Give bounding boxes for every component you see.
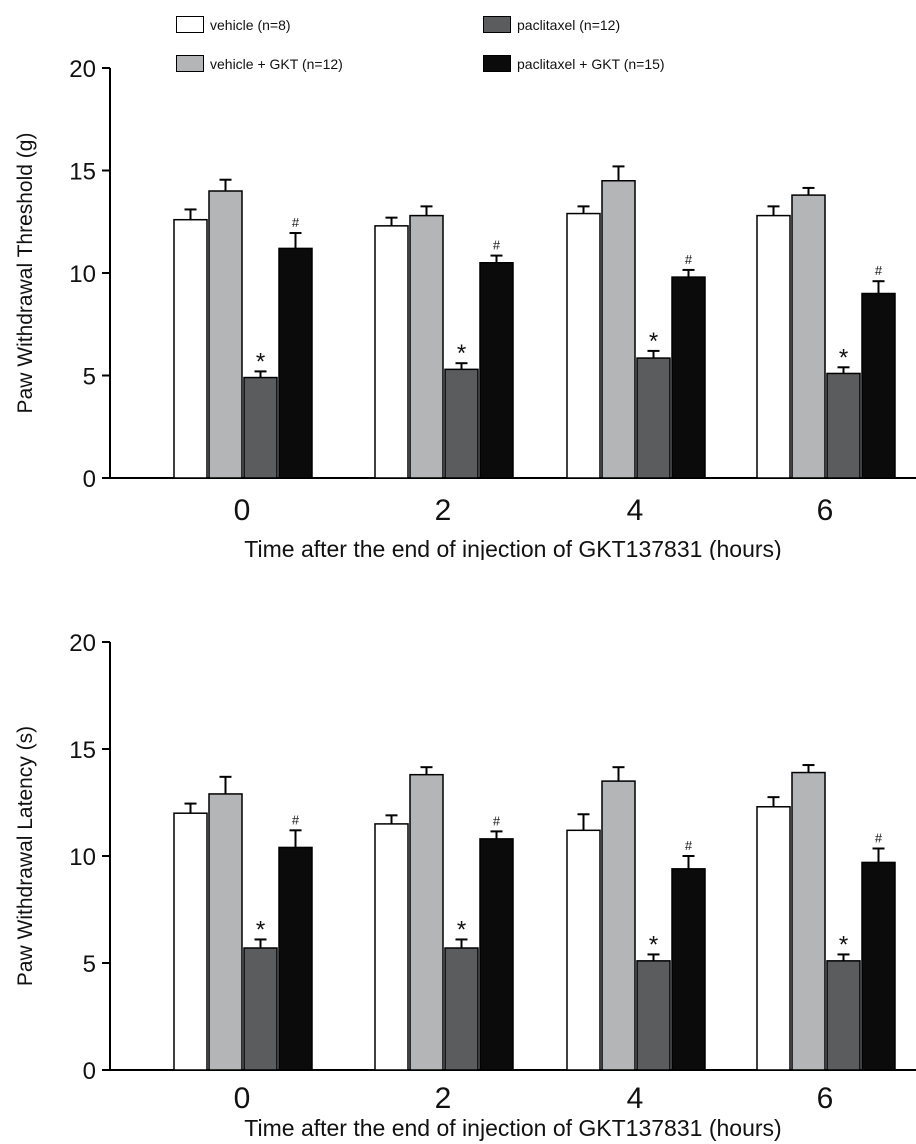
bar bbox=[671, 868, 706, 1071]
bar bbox=[444, 368, 479, 479]
legend-item-vehicle-gkt: vehicle + GKT (n=12) bbox=[176, 55, 343, 72]
bar bbox=[173, 218, 208, 479]
y-axis-label: Paw Withdrawal Latency (s) bbox=[14, 726, 37, 986]
category-label: 4 bbox=[627, 1082, 644, 1115]
bar bbox=[756, 806, 791, 1071]
threshold-chart: 0 5 10 15 20 Paw Withdrawal Threshold (g) 0 2 4 6… bbox=[14, 60, 916, 560]
legend-label-vehicle: vehicle (n=8) bbox=[210, 16, 291, 33]
legend-item-paclitaxel-gkt: paclitaxel + GKT (n=15) bbox=[483, 55, 665, 72]
bar bbox=[208, 793, 243, 1071]
bar bbox=[756, 214, 791, 479]
y-axis-label: Paw Withdrawal Threshold (g) bbox=[14, 133, 37, 414]
significance-star: * bbox=[649, 328, 658, 355]
category-label: 0 bbox=[234, 1082, 251, 1115]
significance-hash: # bbox=[292, 812, 300, 827]
significance-hash: # bbox=[685, 838, 693, 853]
category-label: 0 bbox=[234, 494, 251, 527]
legend-swatch-vehicle-gkt bbox=[176, 55, 204, 72]
legend-swatch-paclitaxel bbox=[483, 16, 511, 33]
significance-star: * bbox=[839, 344, 848, 371]
significance-hash: # bbox=[875, 831, 883, 846]
y-tick-label: 15 bbox=[69, 159, 96, 186]
legend-item-paclitaxel: paclitaxel (n=12) bbox=[483, 16, 620, 33]
significance-star: * bbox=[457, 340, 466, 367]
category-label: 2 bbox=[435, 1082, 452, 1115]
bar bbox=[409, 214, 444, 479]
bar bbox=[861, 861, 896, 1071]
bar bbox=[566, 212, 601, 479]
significance-hash: # bbox=[493, 238, 501, 253]
bar bbox=[826, 372, 861, 479]
bar bbox=[208, 190, 243, 479]
y-tick-label: 5 bbox=[83, 951, 96, 978]
y-tick-label: 20 bbox=[69, 60, 96, 83]
significance-hash: # bbox=[685, 252, 693, 267]
y-tick-label: 15 bbox=[69, 737, 96, 764]
bar bbox=[243, 947, 278, 1071]
bar bbox=[278, 247, 313, 479]
legend-swatch-vehicle bbox=[176, 16, 204, 33]
category-label: 4 bbox=[627, 494, 644, 527]
bar bbox=[444, 947, 479, 1071]
legend-swatch-paclitaxel-gkt bbox=[483, 55, 511, 72]
bar bbox=[826, 960, 861, 1071]
significance-hash: # bbox=[875, 263, 883, 278]
bar bbox=[601, 780, 636, 1071]
x-axis-label: Time after the end of injection of GKT13… bbox=[244, 1115, 781, 1141]
significance-star: * bbox=[457, 916, 466, 943]
significance-hash: # bbox=[493, 813, 501, 828]
category-label: 2 bbox=[435, 494, 452, 527]
bar bbox=[479, 262, 514, 479]
bar bbox=[173, 812, 208, 1071]
x-axis-label: Time after the end of injection of GKT13… bbox=[244, 536, 781, 560]
bar bbox=[791, 194, 826, 479]
bar bbox=[791, 771, 826, 1071]
bar bbox=[636, 960, 671, 1071]
bar bbox=[374, 225, 409, 479]
legend: vehicle (n=8) paclitaxel (n=12) vehicle … bbox=[0, 0, 916, 90]
legend-label-paclitaxel: paclitaxel (n=12) bbox=[517, 16, 621, 33]
bar bbox=[566, 829, 601, 1071]
bar bbox=[409, 773, 444, 1071]
category-label: 6 bbox=[817, 494, 834, 527]
bar bbox=[278, 846, 313, 1071]
significance-star: * bbox=[256, 916, 265, 943]
significance-hash: # bbox=[292, 215, 300, 230]
bar bbox=[479, 838, 514, 1071]
y-tick-label: 20 bbox=[69, 630, 96, 657]
bar bbox=[671, 276, 706, 479]
significance-star: * bbox=[649, 931, 658, 958]
bar bbox=[374, 823, 409, 1071]
y-tick-label: 10 bbox=[69, 261, 96, 288]
bar bbox=[861, 292, 896, 479]
y-tick-label: 5 bbox=[83, 364, 96, 391]
significance-star: * bbox=[839, 931, 848, 958]
bar bbox=[243, 376, 278, 479]
legend-label-paclitaxel-gkt: paclitaxel + GKT (n=15) bbox=[517, 55, 665, 72]
y-tick-label: 10 bbox=[69, 844, 96, 871]
legend-item-vehicle: vehicle (n=8) bbox=[176, 16, 291, 33]
bar bbox=[636, 357, 671, 479]
legend-label-vehicle-gkt: vehicle + GKT (n=12) bbox=[210, 55, 343, 72]
y-tick-label: 0 bbox=[83, 466, 96, 493]
bar bbox=[601, 180, 636, 479]
y-tick-label: 0 bbox=[83, 1058, 96, 1085]
category-label: 6 bbox=[817, 1082, 834, 1115]
significance-star: * bbox=[256, 348, 265, 375]
latency-chart: 0 5 10 15 20 Paw Withdrawal Latency (s) 0 2 4 6 Ti… bbox=[14, 630, 916, 1141]
